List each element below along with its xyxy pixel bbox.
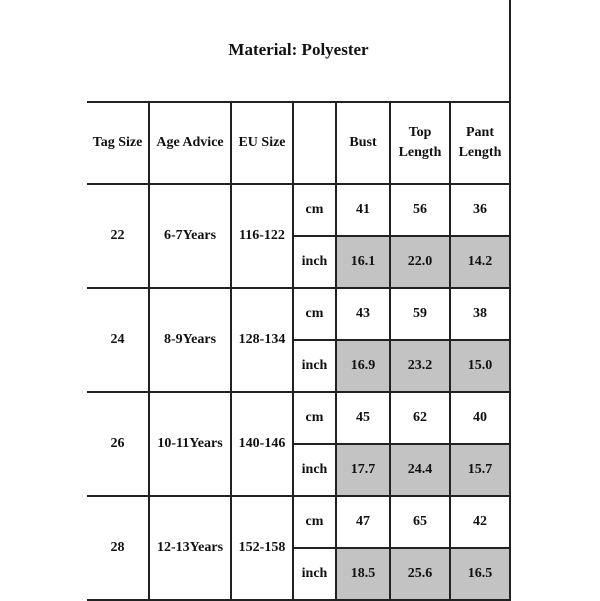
value-inch: 16.5 bbox=[451, 549, 511, 601]
value-inch: 18.5 bbox=[337, 549, 391, 601]
cell-tag: 28 bbox=[87, 497, 150, 601]
table-title: Material: Polyester bbox=[228, 40, 369, 59]
header-cell: Tag Size bbox=[87, 103, 150, 185]
cell-eu: 152-158 bbox=[232, 497, 294, 601]
unit-inch: inch bbox=[294, 549, 337, 601]
unit-inch: inch bbox=[294, 237, 337, 289]
cell-tag: 24 bbox=[87, 289, 150, 393]
unit-cm: cm bbox=[294, 497, 337, 549]
header-cell bbox=[294, 103, 337, 185]
header-cell: Bust bbox=[337, 103, 391, 185]
value-cm: 36 bbox=[451, 185, 511, 237]
header-cell: Top Length bbox=[391, 103, 451, 185]
cell-tag: 26 bbox=[87, 393, 150, 497]
value-inch: 14.2 bbox=[451, 237, 511, 289]
value-inch: 22.0 bbox=[391, 237, 451, 289]
cell-eu: 128-134 bbox=[232, 289, 294, 393]
value-inch: 25.6 bbox=[391, 549, 451, 601]
cell-age: 10-11Years bbox=[150, 393, 232, 497]
cell-tag: 22 bbox=[87, 185, 150, 289]
cell-eu: 140-146 bbox=[232, 393, 294, 497]
value-inch: 15.0 bbox=[451, 341, 511, 393]
table-top-border bbox=[87, 101, 511, 103]
cell-age: 8-9Years bbox=[150, 289, 232, 393]
unit-cm: cm bbox=[294, 185, 337, 237]
value-cm: 47 bbox=[337, 497, 391, 549]
value-inch: 15.7 bbox=[451, 445, 511, 497]
value-cm: 38 bbox=[451, 289, 511, 341]
unit-inch: inch bbox=[294, 341, 337, 393]
value-cm: 40 bbox=[451, 393, 511, 445]
value-cm: 41 bbox=[337, 185, 391, 237]
value-cm: 42 bbox=[451, 497, 511, 549]
cell-age: 12-13Years bbox=[150, 497, 232, 601]
value-cm: 59 bbox=[391, 289, 451, 341]
unit-cm: cm bbox=[294, 393, 337, 445]
value-inch: 17.7 bbox=[337, 445, 391, 497]
header-cell: Age Advice bbox=[150, 103, 232, 185]
value-cm: 43 bbox=[337, 289, 391, 341]
header-cell: Pant Length bbox=[451, 103, 511, 185]
unit-inch: inch bbox=[294, 445, 337, 497]
value-inch: 24.4 bbox=[391, 445, 451, 497]
header-cell: EU Size bbox=[232, 103, 294, 185]
cell-age: 6-7Years bbox=[150, 185, 232, 289]
value-cm: 56 bbox=[391, 185, 451, 237]
value-cm: 45 bbox=[337, 393, 391, 445]
value-cm: 62 bbox=[391, 393, 451, 445]
value-inch: 23.2 bbox=[391, 341, 451, 393]
cell-eu: 116-122 bbox=[232, 185, 294, 289]
value-cm: 65 bbox=[391, 497, 451, 549]
value-inch: 16.9 bbox=[337, 341, 391, 393]
unit-cm: cm bbox=[294, 289, 337, 341]
value-inch: 16.1 bbox=[337, 237, 391, 289]
